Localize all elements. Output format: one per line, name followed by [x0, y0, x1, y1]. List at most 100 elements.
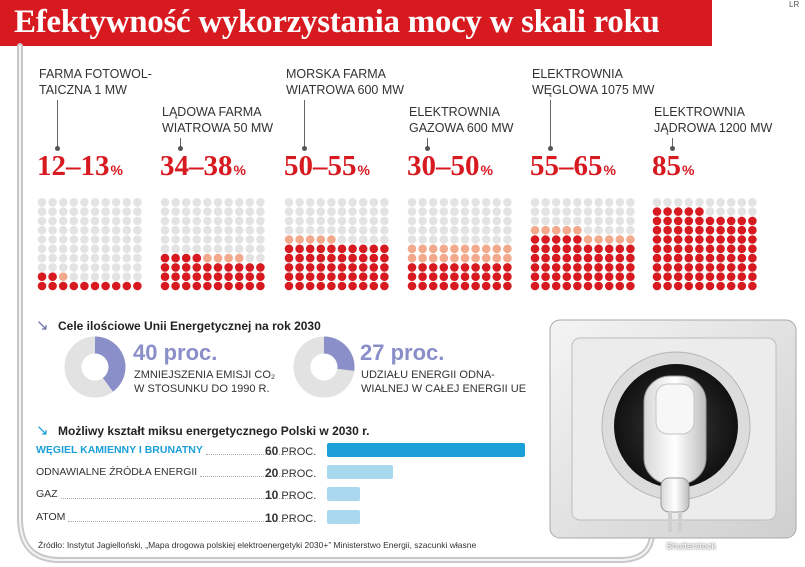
- dot: [551, 235, 561, 244]
- dot: [428, 272, 438, 281]
- dot: [48, 235, 57, 244]
- dot: [256, 253, 265, 263]
- dot: [492, 198, 502, 207]
- dot: [256, 244, 265, 254]
- dot: [652, 235, 662, 244]
- dot: [90, 272, 100, 281]
- dot: [327, 281, 336, 291]
- dot: [101, 216, 110, 226]
- dot: [305, 207, 315, 216]
- dot: [69, 272, 79, 281]
- dot: [573, 281, 582, 291]
- dot: [551, 225, 561, 235]
- dot: [380, 198, 389, 207]
- dot: [737, 281, 747, 291]
- dot: [594, 198, 603, 207]
- mix-value: 10 PROC.: [265, 488, 316, 502]
- dot: [673, 272, 683, 281]
- dot: [48, 281, 57, 291]
- dot: [684, 263, 694, 272]
- dot: [695, 207, 704, 216]
- dot: [101, 225, 110, 235]
- dot: [80, 281, 89, 291]
- dot: [705, 281, 715, 291]
- dot: [224, 244, 233, 254]
- percent-sign: %: [233, 162, 246, 178]
- dot: [122, 281, 132, 291]
- dot: [471, 272, 480, 281]
- dot: [583, 216, 593, 226]
- dot: [652, 198, 662, 207]
- dot: [541, 225, 550, 235]
- dot: [450, 253, 459, 263]
- dot: [673, 225, 683, 235]
- dot: [234, 207, 244, 216]
- dot: [471, 225, 480, 235]
- dot: [192, 216, 202, 226]
- dot: [369, 281, 379, 291]
- dot: [37, 216, 47, 226]
- dot: [428, 198, 438, 207]
- dot: [171, 198, 180, 207]
- dot: [562, 235, 572, 244]
- dot: [652, 272, 662, 281]
- dot: [530, 281, 540, 291]
- dot: [418, 244, 427, 254]
- dot: [684, 216, 694, 226]
- dot: [684, 207, 694, 216]
- dot: [245, 244, 255, 254]
- dot: [407, 216, 417, 226]
- dot: [562, 281, 572, 291]
- dot: [48, 225, 57, 235]
- dot: [213, 263, 223, 272]
- dot: [181, 235, 191, 244]
- dot: [160, 281, 170, 291]
- dot: [439, 263, 449, 272]
- dot: [450, 225, 459, 235]
- dot: [562, 225, 572, 235]
- dot: [604, 263, 614, 272]
- dot: [160, 225, 170, 235]
- dot: [726, 216, 736, 226]
- dot: [541, 244, 550, 254]
- dot: [716, 225, 725, 235]
- dot: [737, 272, 747, 281]
- dot: [69, 216, 79, 226]
- dot: [481, 225, 491, 235]
- dot: [562, 253, 572, 263]
- dot: [234, 244, 244, 254]
- dot: [181, 198, 191, 207]
- dot: [358, 263, 368, 272]
- dot: [615, 225, 625, 235]
- dot: [224, 225, 233, 235]
- dot: [316, 207, 326, 216]
- dot: [256, 272, 265, 281]
- dot: [58, 207, 68, 216]
- dot: [737, 253, 747, 263]
- dot: [245, 216, 255, 226]
- dot: [101, 235, 110, 244]
- dot: [245, 235, 255, 244]
- dot: [673, 216, 683, 226]
- dot: [234, 272, 244, 281]
- dot: [305, 235, 315, 244]
- dot: [652, 207, 662, 216]
- dot: [316, 244, 326, 254]
- dot: [530, 216, 540, 226]
- dot: [615, 216, 625, 226]
- dot: [133, 235, 142, 244]
- dot: [327, 198, 336, 207]
- dot: [358, 244, 368, 254]
- dot: [256, 281, 265, 291]
- dot: [101, 281, 110, 291]
- dot: [337, 216, 347, 226]
- dot: [604, 281, 614, 291]
- dot: [111, 198, 121, 207]
- dot: [450, 216, 459, 226]
- dot: [503, 244, 512, 254]
- dot: [181, 253, 191, 263]
- dot: [626, 198, 635, 207]
- dot: [213, 198, 223, 207]
- dot: [503, 207, 512, 216]
- dot: [726, 281, 736, 291]
